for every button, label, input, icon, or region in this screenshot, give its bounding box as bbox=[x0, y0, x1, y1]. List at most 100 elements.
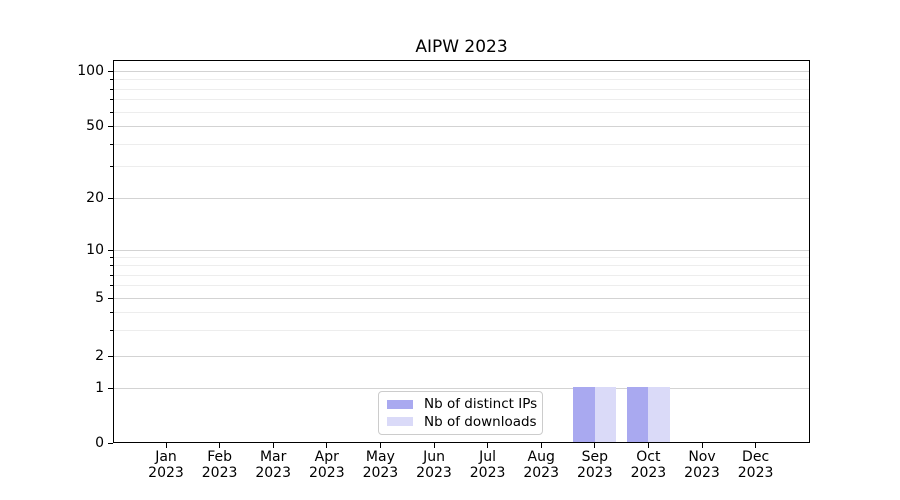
legend-swatch-downloads bbox=[387, 417, 413, 427]
bar-distinct-ips-sep-2023 bbox=[573, 387, 595, 442]
y-minor-tick bbox=[110, 285, 113, 286]
x-major-tick bbox=[165, 443, 167, 448]
x-tick-year: 2023 bbox=[255, 465, 291, 481]
x-major-tick bbox=[647, 443, 649, 448]
y-minor-tick bbox=[110, 265, 113, 266]
minor-gridline bbox=[114, 79, 809, 80]
minor-gridline bbox=[114, 330, 809, 331]
y-tick-label: 50 bbox=[86, 118, 104, 134]
x-tick-month: Sep bbox=[581, 449, 608, 465]
y-minor-tick bbox=[110, 144, 113, 145]
minor-gridline bbox=[114, 112, 809, 113]
x-tick-label: Aug 2023 bbox=[509, 449, 573, 481]
legend-item-distinct-ips: Nb of distinct IPs bbox=[387, 396, 538, 413]
major-gridline bbox=[114, 126, 809, 127]
plot-area bbox=[113, 60, 810, 443]
minor-gridline bbox=[114, 99, 809, 100]
x-tick-month: Mar bbox=[259, 449, 287, 465]
x-tick-month: May bbox=[365, 449, 395, 465]
major-gridline bbox=[114, 250, 809, 251]
y-major-tick bbox=[108, 298, 113, 299]
minor-gridline bbox=[114, 265, 809, 266]
x-major-tick bbox=[755, 443, 757, 448]
x-tick-label: Mar 2023 bbox=[241, 449, 305, 481]
x-major-tick bbox=[594, 443, 596, 448]
x-tick-year: 2023 bbox=[308, 465, 345, 481]
x-tick-label: Nov 2023 bbox=[670, 449, 734, 481]
y-minor-tick bbox=[110, 166, 113, 167]
x-major-tick bbox=[487, 443, 489, 448]
x-tick-year: 2023 bbox=[576, 465, 613, 481]
x-tick-year: 2023 bbox=[148, 465, 184, 481]
x-major-tick bbox=[701, 443, 703, 448]
y-tick-label: 10 bbox=[86, 242, 104, 258]
x-tick-year: 2023 bbox=[630, 465, 667, 481]
legend: Nb of distinct IPs Nb of downloads bbox=[378, 391, 543, 435]
x-tick-month: Jan bbox=[155, 449, 177, 465]
x-tick-year: 2023 bbox=[737, 465, 774, 481]
y-major-tick bbox=[108, 126, 113, 127]
y-minor-tick bbox=[110, 89, 113, 90]
bar-distinct-ips-oct-2023 bbox=[626, 387, 649, 442]
y-minor-tick bbox=[110, 99, 113, 100]
minor-gridline bbox=[114, 275, 809, 276]
major-gridline bbox=[114, 356, 809, 357]
x-tick-label: Sep 2023 bbox=[563, 449, 627, 481]
y-tick-label: 20 bbox=[86, 190, 104, 206]
x-major-tick bbox=[326, 443, 328, 448]
y-major-tick bbox=[108, 388, 113, 389]
x-tick-label: Dec 2023 bbox=[724, 449, 788, 481]
x-tick-label: May 2023 bbox=[348, 449, 412, 481]
major-gridline bbox=[114, 71, 809, 72]
y-major-tick bbox=[108, 198, 113, 199]
y-minor-tick bbox=[110, 312, 113, 313]
y-tick-label: 1 bbox=[95, 380, 104, 396]
x-major-tick bbox=[219, 443, 221, 448]
x-tick-year: 2023 bbox=[684, 465, 720, 481]
x-tick-year: 2023 bbox=[201, 465, 238, 481]
x-major-tick bbox=[379, 443, 381, 448]
x-tick-month: Jul bbox=[479, 449, 497, 465]
x-tick-label: Feb 2023 bbox=[188, 449, 252, 481]
x-major-tick bbox=[272, 443, 274, 448]
legend-label-downloads: Nb of downloads bbox=[424, 413, 537, 430]
legend-swatch-distinct-ips bbox=[387, 399, 413, 409]
minor-gridline bbox=[114, 257, 809, 258]
y-minor-tick bbox=[110, 257, 113, 258]
minor-gridline bbox=[114, 166, 809, 167]
y-major-tick bbox=[108, 250, 113, 251]
y-major-tick bbox=[108, 356, 113, 357]
minor-gridline bbox=[114, 89, 809, 90]
y-minor-tick bbox=[110, 79, 113, 80]
major-gridline bbox=[114, 298, 809, 299]
minor-gridline bbox=[114, 144, 809, 145]
y-minor-tick bbox=[110, 275, 113, 276]
x-tick-label: Jan 2023 bbox=[134, 449, 198, 481]
legend-label-distinct-ips: Nb of distinct IPs bbox=[424, 396, 538, 413]
x-tick-month: Aug bbox=[527, 449, 555, 465]
x-tick-year: 2023 bbox=[469, 465, 506, 481]
y-tick-label: 100 bbox=[77, 63, 104, 79]
y-major-tick bbox=[108, 443, 113, 444]
x-tick-label: Oct 2023 bbox=[616, 449, 680, 481]
x-major-tick bbox=[540, 443, 542, 448]
x-tick-label: Apr 2023 bbox=[295, 449, 359, 481]
x-tick-month: Oct bbox=[636, 449, 661, 465]
y-minor-tick bbox=[110, 330, 113, 331]
x-tick-year: 2023 bbox=[362, 465, 399, 481]
x-tick-year: 2023 bbox=[416, 465, 452, 481]
chart-title: AIPW 2023 bbox=[415, 37, 508, 57]
bar-downloads-sep-2023 bbox=[594, 387, 617, 442]
y-minor-tick bbox=[110, 112, 113, 113]
bar-downloads-oct-2023 bbox=[648, 387, 670, 442]
major-gridline bbox=[114, 198, 809, 199]
minor-gridline bbox=[114, 285, 809, 286]
x-tick-month: Jun bbox=[423, 449, 445, 465]
x-tick-label: Jun 2023 bbox=[402, 449, 466, 481]
x-major-tick bbox=[433, 443, 435, 448]
x-tick-label: Jul 2023 bbox=[456, 449, 520, 481]
x-tick-month: Nov bbox=[688, 449, 716, 465]
x-tick-month: Dec bbox=[742, 449, 770, 465]
y-tick-label: 0 bbox=[95, 435, 104, 451]
